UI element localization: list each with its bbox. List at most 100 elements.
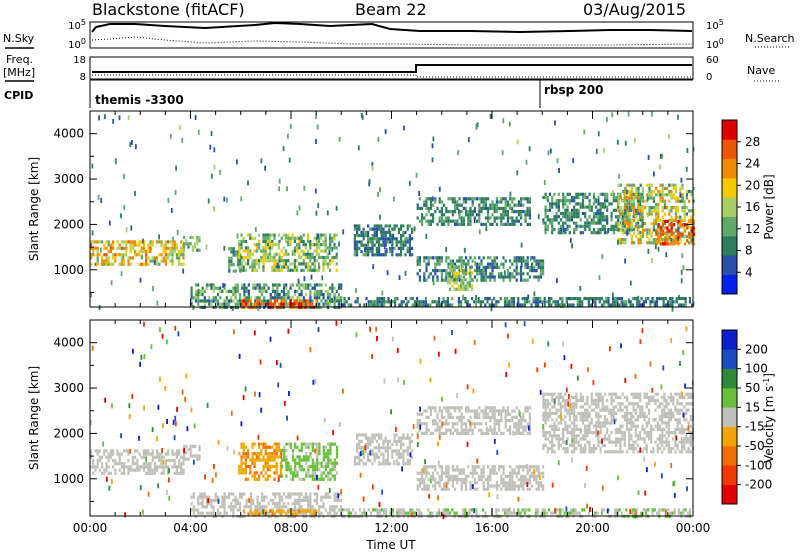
data-cell xyxy=(112,449,115,453)
data-cell xyxy=(205,495,209,499)
data-cell xyxy=(114,253,117,257)
data-cell xyxy=(304,286,308,290)
data-cell xyxy=(329,448,332,453)
data-cell xyxy=(364,246,367,250)
data-cell xyxy=(147,249,150,254)
data-cell xyxy=(244,458,247,462)
power-data-cells xyxy=(90,111,695,312)
data-cell xyxy=(210,286,213,290)
data-cell xyxy=(376,297,379,301)
data-cell xyxy=(685,206,688,210)
data-cell xyxy=(592,211,596,216)
data-cell xyxy=(476,219,479,223)
data-cell xyxy=(199,289,202,293)
data-cell xyxy=(513,484,516,488)
data-cell xyxy=(487,210,490,214)
data-cell xyxy=(473,471,476,475)
data-cell xyxy=(680,303,683,307)
data-cell xyxy=(652,228,655,232)
data-cell xyxy=(644,297,648,301)
noise-cell xyxy=(680,269,683,275)
data-cell xyxy=(460,274,463,279)
data-cell xyxy=(589,297,593,301)
data-cell xyxy=(127,262,130,266)
data-cell xyxy=(657,193,660,197)
data-cell xyxy=(90,240,93,244)
data-cell xyxy=(333,464,336,469)
data-cell xyxy=(447,428,450,432)
data-cell xyxy=(205,283,209,287)
data-cell xyxy=(553,427,556,431)
data-cell xyxy=(526,300,529,304)
data-cell xyxy=(169,246,172,250)
data-cell xyxy=(266,464,269,469)
data-cell xyxy=(253,249,256,253)
data-cell xyxy=(96,452,99,456)
data-cell xyxy=(478,465,481,469)
data-cell xyxy=(471,471,474,475)
data-cell xyxy=(298,464,301,469)
data-cell xyxy=(320,243,323,247)
data-cell xyxy=(447,197,450,201)
data-cell xyxy=(234,498,237,502)
data-cell xyxy=(465,425,468,429)
data-cell xyxy=(397,436,400,440)
data-cell xyxy=(551,418,554,422)
data-cell xyxy=(487,481,490,485)
data-cell xyxy=(371,246,374,250)
data-cell xyxy=(635,215,638,219)
data-cell xyxy=(539,262,542,266)
data-cell xyxy=(212,505,215,509)
data-cell xyxy=(548,408,552,412)
data-cell xyxy=(242,259,245,263)
data-cell xyxy=(243,296,246,300)
data-cell xyxy=(464,297,467,301)
data-cell xyxy=(293,509,296,513)
data-cell xyxy=(564,199,567,203)
data-cell xyxy=(471,428,474,432)
data-cell xyxy=(683,199,686,203)
data-cell xyxy=(462,200,465,204)
data-cell xyxy=(508,300,511,304)
data-cell xyxy=(387,300,390,304)
noise-cell xyxy=(485,226,488,232)
data-cell xyxy=(625,300,628,304)
data-cell xyxy=(491,213,494,217)
data-cell xyxy=(637,209,640,213)
noise-cell xyxy=(169,133,172,139)
data-cell xyxy=(275,265,278,269)
data-cell xyxy=(293,252,296,256)
data-cell xyxy=(457,300,460,304)
data-cell xyxy=(531,265,534,269)
data-cell xyxy=(581,415,585,419)
noise-cell xyxy=(207,198,210,204)
data-cell xyxy=(307,445,310,449)
noise-cell xyxy=(617,239,619,245)
data-cell xyxy=(386,452,389,456)
data-cell xyxy=(315,289,319,293)
data-cell xyxy=(513,222,516,226)
data-cell xyxy=(551,440,554,444)
data-cell xyxy=(686,239,689,243)
noise-cell xyxy=(363,247,366,253)
noise-cell xyxy=(282,146,285,152)
data-cell xyxy=(511,197,514,201)
data-cell xyxy=(230,299,233,303)
data-cell xyxy=(389,303,392,307)
data-cell xyxy=(404,237,407,241)
data-cell xyxy=(302,286,305,290)
data-cell xyxy=(397,452,400,456)
data-cell xyxy=(546,227,549,232)
data-cell xyxy=(315,236,318,240)
data-cell xyxy=(249,252,252,256)
data-cell xyxy=(546,402,549,406)
data-cell xyxy=(607,303,610,307)
data-cell xyxy=(568,431,571,435)
data-cell xyxy=(462,216,465,220)
data-cell xyxy=(391,250,394,254)
data-cell xyxy=(242,468,245,472)
data-cell xyxy=(568,211,571,216)
data-cell xyxy=(553,192,556,196)
noise-cell xyxy=(167,197,170,203)
data-cell xyxy=(652,222,655,226)
